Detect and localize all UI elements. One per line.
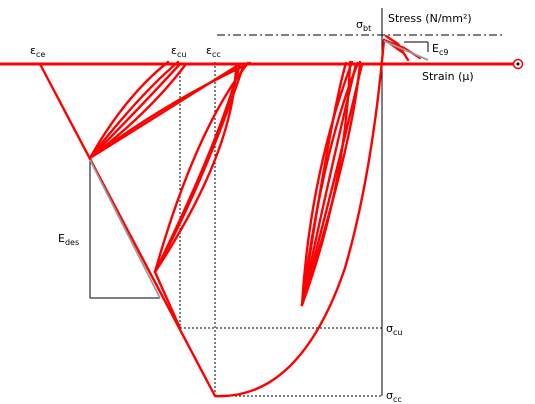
e-des-label: Edes [58,232,79,247]
eps-cc-label: εcc [206,44,221,59]
reload-curve-1 [88,61,252,160]
circle-dot-icon [512,58,524,70]
stress-strain-curves [38,34,422,398]
eps-ce-label: εce [30,44,45,59]
e-des-triangle [89,160,160,299]
unload-loop-3g [300,60,362,307]
main-envelope-curve [213,38,386,398]
ecce-return-line [153,270,182,330]
unload-loop-3d [300,62,364,307]
strain-axis-label: Strain (μ) [422,70,474,83]
descending-envelope [38,62,217,398]
tension-softening-2 [384,34,410,62]
e-c9-tangent [383,40,429,61]
unload-loop-3f [300,61,348,307]
e-des-tangent [89,159,161,299]
unload-loop-3a [300,60,354,307]
stress-axis-label: Stress (N/mm²) [388,12,472,25]
unload-loop-1c [88,60,170,160]
guide-lines [179,34,505,397]
sigma-cu-label: σcu [386,322,402,337]
unload-loop-2d [153,62,238,274]
sigma-bt-label: σbt [356,18,371,33]
sigma-cc-label: σcc [386,389,402,404]
unload-loop-1a [88,60,180,160]
e-c9-triangle [404,41,429,52]
eps-cu-label: εcu [171,44,186,59]
unload-loop-1b [88,62,182,160]
e-c9-label: Ec9 [432,42,448,57]
